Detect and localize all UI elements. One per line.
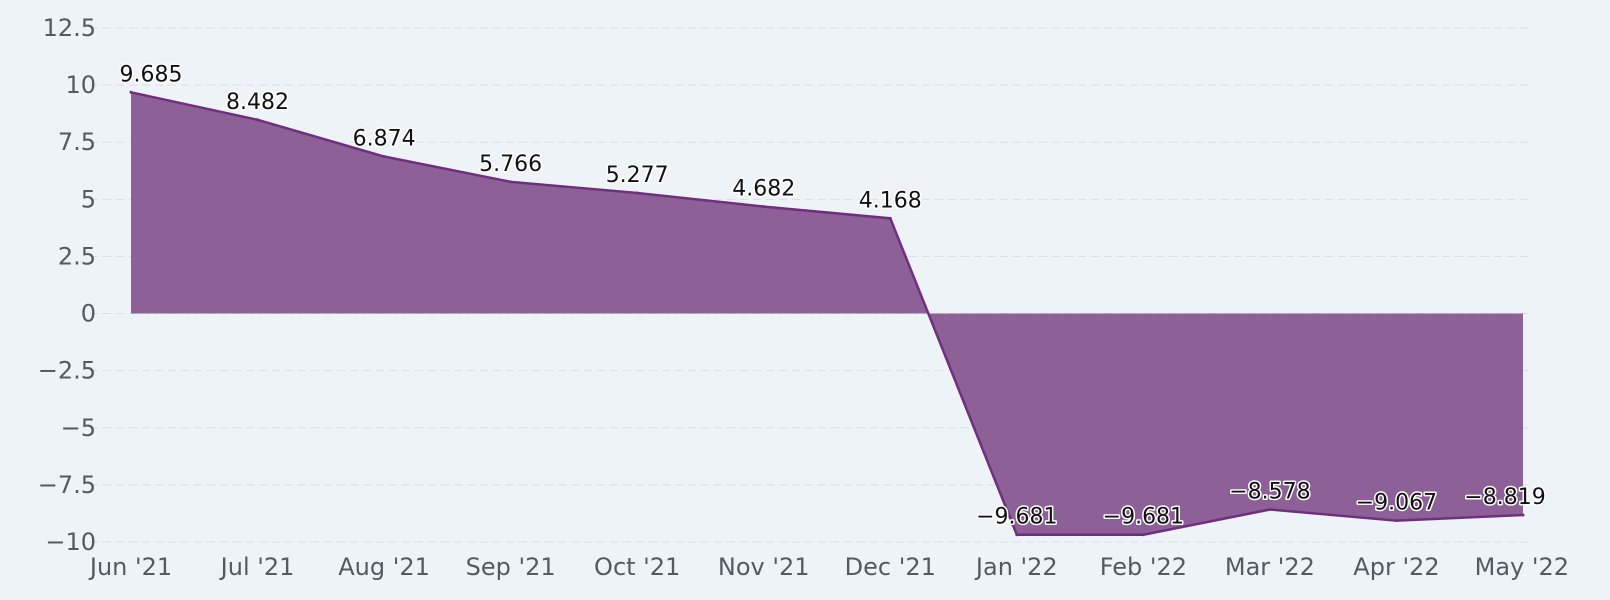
data-labels: 9.685 8.482 6.874 5.766 5.277 4.682 4.168 −9.68… <box>118 61 1547 531</box>
data-label: −9.681 <box>976 505 1057 530</box>
data-label: −9.067 <box>1356 491 1437 516</box>
data-point <box>256 118 260 122</box>
x-tick-label: Apr '22 <box>1353 553 1439 581</box>
x-tick-label: Jul '21 <box>219 553 295 581</box>
data-label: 6.874 <box>353 127 416 152</box>
y-tick-label: 2.5 <box>58 242 96 270</box>
data-point <box>635 191 639 195</box>
data-label: −8.819 <box>1464 485 1545 510</box>
data-label: 9.685 <box>120 62 183 87</box>
data-point <box>1521 513 1525 517</box>
y-tick-label: −2.5 <box>38 357 96 385</box>
x-tick-label: Sep '21 <box>466 553 556 581</box>
x-tick-label: Jan '22 <box>974 553 1058 581</box>
data-label: 5.277 <box>606 163 669 188</box>
area-fill <box>131 92 1523 535</box>
x-tick-label: Nov '21 <box>718 553 810 581</box>
data-point <box>1394 519 1398 523</box>
data-label: −8.578 <box>1229 480 1310 505</box>
data-label: −9.681 <box>1103 505 1184 530</box>
data-point <box>762 205 766 209</box>
y-tick-label: 10 <box>65 71 96 99</box>
data-label: 5.766 <box>479 152 542 177</box>
x-tick-label: Mar '22 <box>1225 553 1315 581</box>
data-label: 4.168 <box>859 188 922 213</box>
data-point <box>129 90 133 94</box>
y-tick-label: 0 <box>81 300 96 328</box>
x-tick-label: Jun '21 <box>88 553 172 581</box>
data-point <box>888 216 892 220</box>
x-tick-label: Feb '22 <box>1100 553 1187 581</box>
y-axis-tick-labels: 12.5 10 7.5 5 2.5 0 −2.5 −5 −7.5 −10 <box>38 14 96 556</box>
x-tick-label: Oct '21 <box>594 553 680 581</box>
data-label: 8.482 <box>226 90 289 115</box>
data-point <box>382 155 386 159</box>
x-tick-label: Dec '21 <box>845 553 936 581</box>
data-point <box>509 180 513 184</box>
series-line <box>130 91 1524 536</box>
data-point <box>1268 508 1272 512</box>
x-tick-label: Aug '21 <box>338 553 430 581</box>
data-label: 4.682 <box>732 177 795 202</box>
x-tick-label: May '22 <box>1475 553 1569 581</box>
y-tick-label: 12.5 <box>43 14 96 42</box>
y-tick-label: 5 <box>81 185 96 213</box>
y-tick-label: −7.5 <box>38 471 96 499</box>
data-point <box>1015 533 1019 537</box>
y-tick-label: 7.5 <box>58 128 96 156</box>
series-area <box>129 90 1525 537</box>
data-point <box>1141 533 1145 537</box>
x-axis-tick-labels: Jun '21 Jul '21 Aug '21 Sep '21 Oct '21 Nov '… <box>88 553 1569 581</box>
y-tick-label: −5 <box>61 414 96 442</box>
y-tick-label: −10 <box>45 528 96 556</box>
